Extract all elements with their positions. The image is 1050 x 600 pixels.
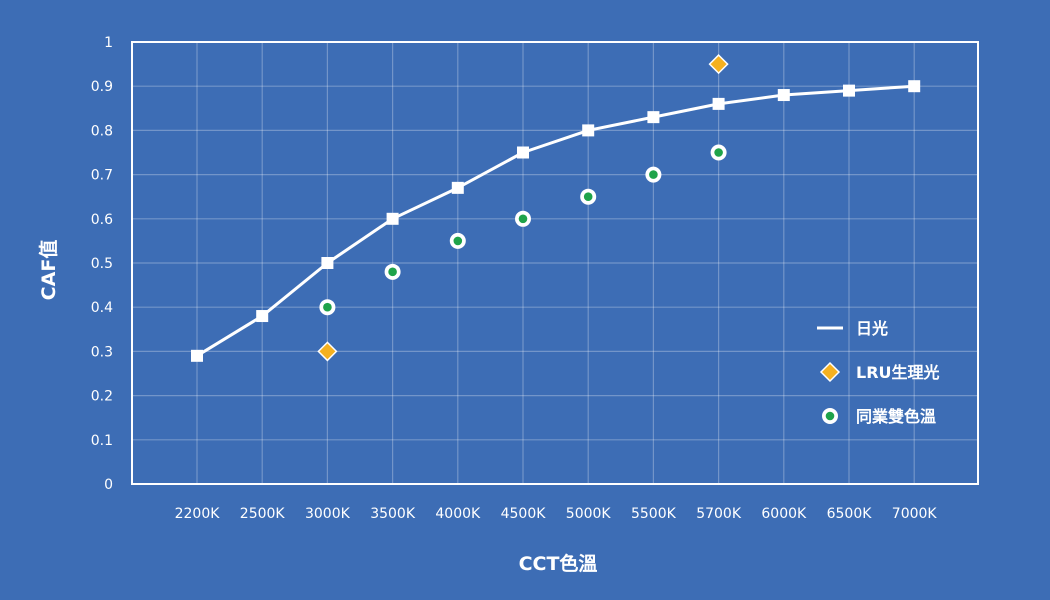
x-tick-label: 3500K — [370, 506, 416, 522]
legend-swatch-marker — [819, 361, 841, 383]
marker-inner-dot — [714, 148, 723, 157]
y-tick-label: 0.7 — [91, 168, 113, 184]
data-point — [384, 263, 401, 280]
data-point — [712, 97, 725, 110]
marker-inner-dot — [453, 236, 463, 246]
y-tick-label: 0 — [104, 477, 113, 493]
x-tick-label: 4500K — [501, 506, 547, 522]
data-point — [908, 80, 921, 93]
legend-label: 日光 — [856, 319, 888, 338]
data-point — [580, 188, 597, 205]
series-line — [196, 84, 915, 358]
x-tick-label: 5000K — [566, 506, 612, 522]
grid — [132, 42, 978, 484]
y-tick-label: 0.3 — [91, 344, 113, 360]
marker-inner-dot — [583, 192, 593, 201]
x-tick-label: 5500K — [631, 506, 677, 522]
data-point — [645, 166, 662, 183]
marker-inner-dot — [825, 411, 835, 421]
legend-item: 日光 — [817, 319, 888, 338]
series — [191, 54, 921, 362]
x-tick-label: 4000K — [435, 506, 481, 522]
x-axis-title: CCT色溫 — [519, 552, 598, 575]
y-tick-label: 0.9 — [91, 79, 113, 95]
x-axis-ticks: 2200K 2500K 3000K 3500K 4000K 4500K 5000K 5500K… — [175, 506, 938, 522]
y-axis-ticks: 0 0.1 0.2 0.3 0.4 0.5 0.6 0.7 0.8 0.9 1 — [91, 35, 113, 493]
y-tick-label: 0.6 — [91, 212, 113, 228]
data-point — [256, 310, 269, 323]
data-point — [517, 146, 529, 159]
plot-area-frame — [131, 41, 979, 485]
x-tick-label: 5700K — [696, 506, 742, 522]
series-3 — [319, 144, 727, 316]
y-tick-label: 0.5 — [91, 256, 113, 272]
data-point — [515, 210, 531, 227]
data-point — [321, 257, 334, 269]
y-tick-label: 0.1 — [91, 433, 113, 449]
data-point — [708, 54, 729, 75]
data-point — [647, 111, 660, 124]
x-tick-label: 6500K — [827, 506, 873, 522]
series-1 — [191, 80, 921, 362]
legend-label: LRU生理光 — [856, 363, 940, 382]
marker-inner-dot — [649, 170, 658, 179]
legend-label: 同業雙色溫 — [856, 407, 936, 426]
data-point — [386, 212, 399, 225]
data-point — [317, 341, 338, 362]
y-tick-label: 0.8 — [91, 123, 113, 139]
data-point — [191, 349, 203, 362]
data-point — [710, 144, 727, 161]
series-2 — [317, 54, 729, 362]
marker-inner-dot — [518, 214, 528, 224]
data-point — [319, 299, 336, 316]
y-tick-label: 0.4 — [91, 300, 113, 316]
legend-item: LRU生理光 — [819, 361, 940, 383]
legend-item: 同業雙色溫 — [822, 407, 936, 426]
data-point — [451, 181, 464, 194]
y-tick-label: 0.2 — [91, 389, 113, 405]
x-tick-label: 3000K — [305, 506, 351, 522]
x-tick-label: 2200K — [175, 506, 221, 522]
x-tick-label: 6000K — [761, 506, 807, 522]
marker-inner-dot — [323, 302, 332, 312]
data-point — [777, 89, 790, 102]
y-tick-label: 1 — [104, 35, 113, 51]
data-point — [449, 232, 466, 249]
x-tick-label: 2500K — [240, 506, 286, 522]
data-point — [582, 124, 595, 137]
marker-inner-dot — [388, 267, 397, 277]
legend-swatch-marker — [822, 408, 838, 424]
y-axis-title: CAF值 — [37, 240, 60, 301]
x-tick-label: 7000K — [892, 506, 938, 522]
data-point — [843, 84, 855, 97]
